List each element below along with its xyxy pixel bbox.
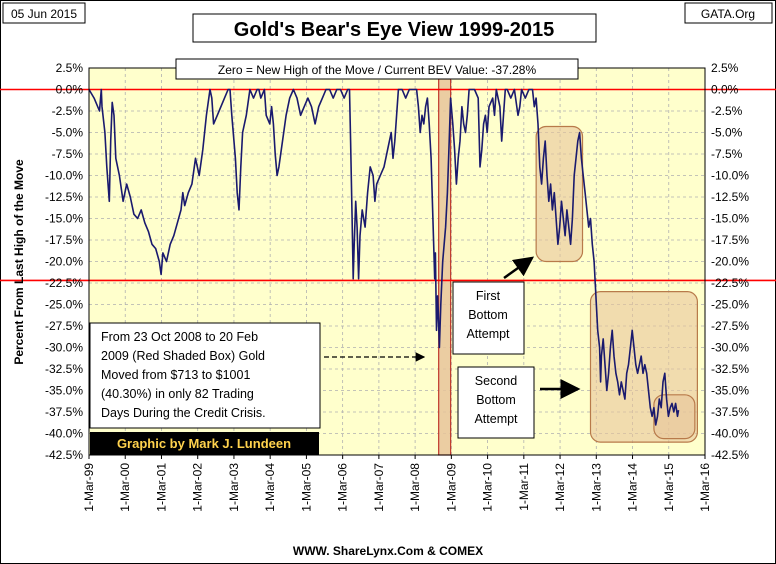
date-label: 05 Jun 2015 xyxy=(11,7,77,21)
y-tick-label: -27.5% xyxy=(45,319,83,333)
y-tick-label: -2.5% xyxy=(52,104,84,118)
x-tick-label: 1-Mar-06 xyxy=(336,463,350,512)
y-tick-label: -22.5% xyxy=(45,276,83,290)
x-tick-label: 1-Mar-07 xyxy=(372,463,386,512)
y-tick-label: -40.0% xyxy=(45,427,83,441)
bev-value-text: Zero = New High of the Move / Current BE… xyxy=(218,63,537,77)
x-tick-label: 1-Mar-16 xyxy=(698,463,712,512)
first-bottom-arrow xyxy=(503,256,535,280)
second-bottom-line: Second xyxy=(475,374,517,388)
y-tick-label: -17.5% xyxy=(45,233,83,247)
x-tick-label: 1-Mar-14 xyxy=(626,463,640,512)
y-tick-label: -22.5% xyxy=(711,276,749,290)
x-tick-label: 1-Mar-04 xyxy=(263,463,277,512)
crisis-note-line: (40.30%) in only 82 Trading xyxy=(101,387,254,401)
y-tick-label: -20.0% xyxy=(711,255,749,269)
y-tick-label: -15.0% xyxy=(711,212,749,226)
y-tick-label: -37.5% xyxy=(45,405,83,419)
y-tick-label: -30.0% xyxy=(711,341,749,355)
y-tick-label: -25.0% xyxy=(711,298,749,312)
y-axis-right: 2.5% 0.0% -2.5% -5.0% -7.5% -10.0% -12.5% -15.0… xyxy=(711,61,749,462)
y-tick-label: -5.0% xyxy=(711,126,743,140)
y-tick-label: -42.5% xyxy=(711,448,749,462)
y-tick-label: -40.0% xyxy=(711,427,749,441)
crisis-note-line: Moved from $713 to $1001 xyxy=(101,368,250,382)
y-tick-label: 0.0% xyxy=(56,83,84,97)
y-tick-label: -42.5% xyxy=(45,448,83,462)
y-tick-label: 0.0% xyxy=(711,83,739,97)
y-tick-label: -17.5% xyxy=(711,233,749,247)
x-tick-label: 1-Mar-03 xyxy=(227,463,241,512)
second-bottom-line: Attempt xyxy=(474,412,518,426)
bev-value-box xyxy=(175,58,579,80)
y-tick-label: -35.0% xyxy=(45,384,83,398)
first-bottom-line: Bottom xyxy=(468,308,508,322)
first-bottom-line: Attempt xyxy=(466,327,510,341)
bottom-attempt-box xyxy=(535,125,584,263)
y-tick-label: -7.5% xyxy=(52,147,84,161)
y-tick-label: -35.0% xyxy=(711,384,749,398)
y-tick-label: -15.0% xyxy=(45,212,83,226)
x-tick-label: 1-Mar-15 xyxy=(662,463,676,512)
date-box xyxy=(2,2,86,24)
x-tick-label: 1-Mar-13 xyxy=(589,463,603,512)
x-tick-label: 1-Mar-01 xyxy=(154,463,168,512)
y-tick-label: -27.5% xyxy=(711,319,749,333)
x-tick-label: 1-Mar-05 xyxy=(299,463,313,512)
crisis-note-line: Days During the Credit Crisis. xyxy=(101,406,266,420)
y-tick-label: -10.0% xyxy=(711,169,749,183)
source-tag: GATA.Org xyxy=(701,7,755,21)
bottom-attempt-box xyxy=(653,394,696,440)
footer-credit: WWW. ShareLynx.Com & COMEX xyxy=(293,544,483,558)
y-tick-label: 2.5% xyxy=(711,61,739,75)
x-tick-label: 1-Mar-99 xyxy=(82,463,96,512)
x-tick-label: 1-Mar-12 xyxy=(553,463,567,512)
y-tick-label: -32.5% xyxy=(711,362,749,376)
x-tick-label: 1-Mar-10 xyxy=(481,463,495,512)
y-tick-label: -20.0% xyxy=(45,255,83,269)
y-axis-left: 2.5% 0.0% -2.5% -5.0% -7.5% -10.0% -12.5% -15.0… xyxy=(45,61,83,462)
credit-crisis-shade xyxy=(438,67,452,456)
x-axis: 1-Mar-99 1-Mar-00 1-Mar-01 1-Mar-02 1-Mar-03… xyxy=(82,455,712,512)
y-tick-label: -2.5% xyxy=(711,104,743,118)
y-axis-label: Percent From Last High of the Move xyxy=(12,159,26,365)
y-tick-label: -37.5% xyxy=(711,405,749,419)
author-bar xyxy=(90,432,319,455)
y-tick-label: -25.0% xyxy=(45,298,83,312)
y-tick-label: -10.0% xyxy=(45,169,83,183)
x-tick-label: 1-Mar-08 xyxy=(408,463,422,512)
y-tick-label: -5.0% xyxy=(52,126,84,140)
y-tick-label: 2.5% xyxy=(56,61,84,75)
x-tick-label: 1-Mar-02 xyxy=(191,463,205,512)
first-bottom-box xyxy=(452,281,525,355)
chart-title: Gold's Bear's Eye View 1999-2015 xyxy=(234,19,554,41)
crisis-note-line: From 23 Oct 2008 to 20 Feb xyxy=(101,330,258,344)
author-credit: Graphic by Mark J. Lundeen xyxy=(117,436,291,451)
second-bottom-line: Bottom xyxy=(476,393,516,407)
x-tick-label: 1-Mar-00 xyxy=(118,463,132,512)
crisis-note-line: 2009 (Red Shaded Box) Gold xyxy=(101,349,265,363)
y-tick-label: -7.5% xyxy=(711,147,743,161)
y-tick-label: -12.5% xyxy=(711,190,749,204)
second-bottom-box xyxy=(457,366,535,439)
y-tick-label: -30.0% xyxy=(45,341,83,355)
title-box xyxy=(192,13,597,43)
x-tick-label: 1-Mar-11 xyxy=(517,463,531,511)
source-box xyxy=(684,2,773,24)
y-tick-label: -32.5% xyxy=(45,362,83,376)
first-bottom-line: First xyxy=(476,289,501,303)
bev-series-line xyxy=(88,88,680,426)
y-tick-label: -12.5% xyxy=(45,190,83,204)
reference-lines xyxy=(0,88,776,282)
crisis-note-box xyxy=(89,322,321,429)
x-tick-label: 1-Mar-09 xyxy=(444,463,458,512)
